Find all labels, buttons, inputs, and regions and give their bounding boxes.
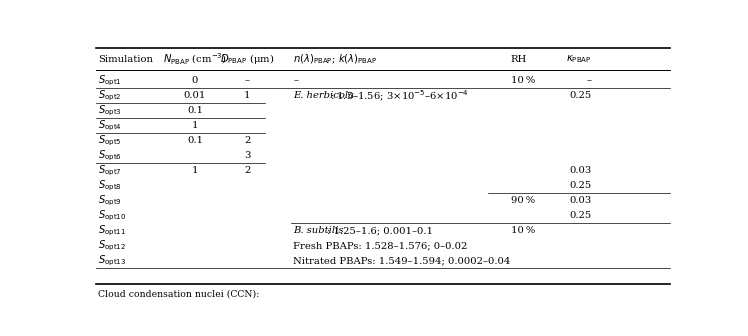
Text: –: – [293, 76, 298, 85]
Text: $\kappa_{\rm PBAP}$: $\kappa_{\rm PBAP}$ [566, 53, 592, 65]
Text: 2: 2 [244, 136, 251, 145]
Text: 0: 0 [191, 76, 198, 85]
Text: Simulation: Simulation [98, 54, 153, 64]
Text: $S_{\rm opt5}$: $S_{\rm opt5}$ [98, 133, 122, 148]
Text: $S_{\rm opt13}$: $S_{\rm opt13}$ [98, 253, 126, 268]
Text: 1: 1 [244, 91, 251, 100]
Text: 0.25: 0.25 [570, 211, 592, 220]
Text: Fresh PBAPs: 1.528–1.576; 0–0.02: Fresh PBAPs: 1.528–1.576; 0–0.02 [293, 241, 468, 250]
Text: $S_{\rm opt7}$: $S_{\rm opt7}$ [98, 163, 122, 178]
Text: $S_{\rm opt4}$: $S_{\rm opt4}$ [98, 118, 122, 133]
Text: RH: RH [511, 54, 527, 64]
Text: 3: 3 [244, 151, 251, 160]
Text: 0.03: 0.03 [570, 196, 592, 205]
Text: 0.01: 0.01 [184, 91, 206, 100]
Text: : 1.5–1.56; 3×10$^{-5}$–6×10$^{-4}$: : 1.5–1.56; 3×10$^{-5}$–6×10$^{-4}$ [330, 88, 468, 103]
Text: 0.1: 0.1 [187, 136, 203, 145]
Text: $S_{\rm opt12}$: $S_{\rm opt12}$ [98, 238, 126, 253]
Text: 90 %: 90 % [511, 196, 535, 205]
Text: E. herbicola: E. herbicola [293, 91, 355, 100]
Text: $S_{\rm opt9}$: $S_{\rm opt9}$ [98, 193, 122, 208]
Text: $S_{\rm opt10}$: $S_{\rm opt10}$ [98, 208, 126, 223]
Text: 2: 2 [244, 166, 251, 175]
Text: $n(\lambda)_{\rm PBAP}$; $k(\lambda)_{\rm PBAP}$: $n(\lambda)_{\rm PBAP}$; $k(\lambda)_{\r… [293, 52, 378, 66]
Text: $S_{\rm opt8}$: $S_{\rm opt8}$ [98, 178, 122, 193]
Text: –: – [587, 76, 592, 85]
Text: $S_{\rm opt11}$: $S_{\rm opt11}$ [98, 223, 126, 238]
Text: 0.1: 0.1 [187, 106, 203, 115]
Text: 1: 1 [191, 166, 198, 175]
Text: $S_{\rm opt3}$: $S_{\rm opt3}$ [98, 103, 122, 118]
Text: $S_{\rm opt1}$: $S_{\rm opt1}$ [98, 73, 122, 88]
Text: $S_{\rm opt2}$: $S_{\rm opt2}$ [98, 88, 122, 102]
Text: 0.03: 0.03 [570, 166, 592, 175]
Text: 10 %: 10 % [511, 76, 535, 85]
Text: –: – [245, 76, 250, 85]
Text: $N_{\rm PBAP}$ (cm$^{-3}$): $N_{\rm PBAP}$ (cm$^{-3}$) [163, 51, 227, 67]
Text: Cloud condensation nuclei (CCN):: Cloud condensation nuclei (CCN): [98, 289, 260, 298]
Text: 0.25: 0.25 [570, 181, 592, 190]
Text: 10 %: 10 % [511, 226, 535, 235]
Text: 0.25: 0.25 [570, 91, 592, 100]
Text: $S_{\rm opt6}$: $S_{\rm opt6}$ [98, 148, 122, 163]
Text: Nitrated PBAPs: 1.549–1.594; 0.0002–0.04: Nitrated PBAPs: 1.549–1.594; 0.0002–0.04 [293, 256, 511, 265]
Text: $D_{\rm PBAP}$ (μm): $D_{\rm PBAP}$ (μm) [220, 52, 275, 66]
Text: 1: 1 [191, 121, 198, 130]
Text: B. subtilis: B. subtilis [293, 226, 344, 235]
Text: : 1.25–1.6; 0.001–0.1: : 1.25–1.6; 0.001–0.1 [327, 226, 432, 235]
